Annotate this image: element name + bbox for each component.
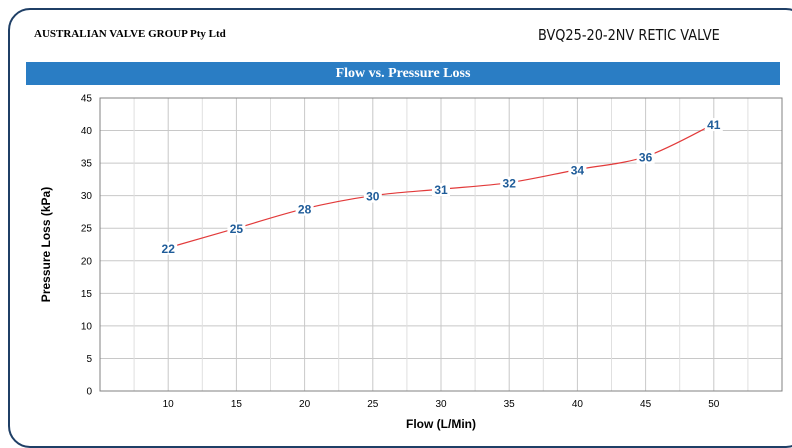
x-tick-label: 25 [367,399,379,410]
data-label-background [363,189,382,203]
y-tick-label: 20 [81,256,93,267]
chart-title: Flow vs. Pressure Loss [26,62,780,85]
data-label-background [295,202,314,216]
data-label-background [227,222,246,236]
data-label: 25 [230,222,244,236]
data-label-background [432,183,450,197]
y-tick-label: 15 [81,289,93,300]
company-name: AUSTRALIAN VALVE GROUP Pty Ltd [34,28,226,40]
plot-border [99,97,783,392]
y-tick-label: 5 [86,354,92,365]
y-tick-label: 25 [81,224,93,235]
x-tick-label: 35 [504,399,516,410]
tick-labels: 0 5 10 15 20 25 30 35 40 45 10 15 20 25 30 35 40 45 50 [81,94,720,411]
x-tick-label: 45 [640,399,652,410]
data-label-background [704,118,723,132]
y-tick-label: 0 [86,387,92,398]
x-tick-label: 50 [708,399,720,410]
y-tick-label: 45 [81,94,93,105]
data-label: 32 [503,177,517,191]
data-label: 41 [707,118,721,132]
data-labels: 22 25 28 30 31 32 34 36 41 [159,118,723,256]
data-label: 28 [298,203,312,217]
model-title: BVQ25-20-2NV RETIC VALVE [538,26,720,44]
x-axis-label: Flow (L/Min) [406,417,476,431]
data-label: 30 [366,190,380,204]
y-axis-label: Pressure Loss (kPa) [39,187,53,302]
x-tick-label: 15 [231,399,243,410]
data-label: 34 [571,164,585,178]
x-tick-label: 20 [299,399,311,410]
x-tick-label: 10 [163,399,175,410]
x-tick-label: 30 [435,399,447,410]
data-label: 31 [434,183,448,197]
data-label-background [636,150,655,164]
data-label: 22 [162,242,176,256]
data-label-background [500,176,519,190]
y-tick-label: 35 [81,159,93,170]
y-tick-label: 30 [81,191,93,202]
y-tick-label: 40 [81,126,93,137]
data-label-background [568,163,587,177]
data-label-background [159,241,178,255]
y-tick-label: 10 [81,321,93,332]
data-label: 36 [639,151,653,165]
x-tick-label: 40 [572,399,584,410]
